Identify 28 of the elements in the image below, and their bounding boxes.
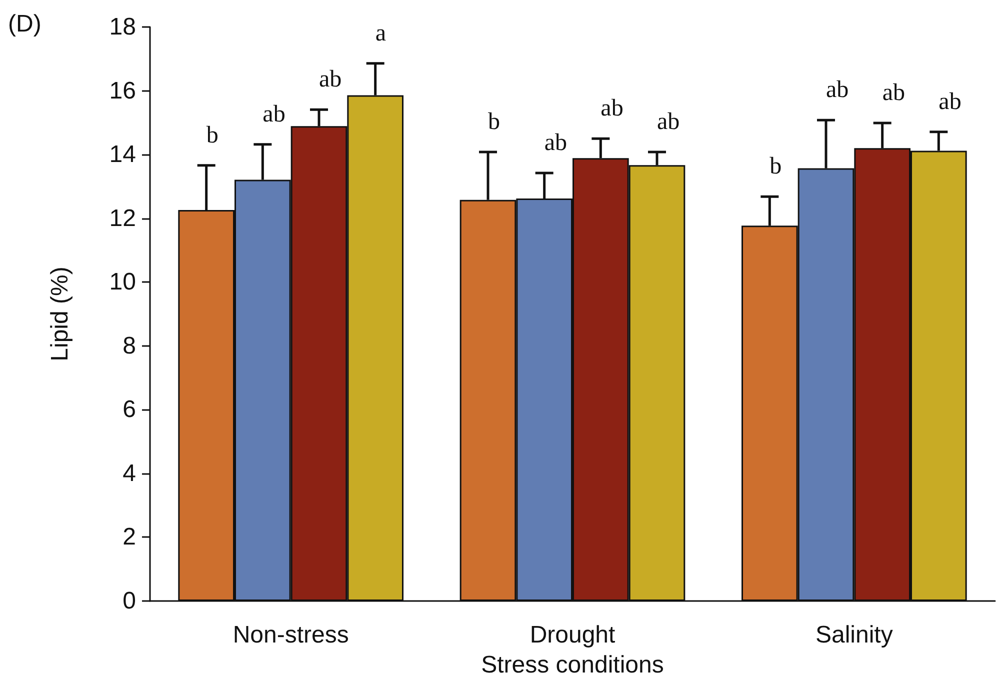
y-tick-label: 2 xyxy=(122,524,136,551)
y-axis-title: Lipid (%) xyxy=(46,266,74,362)
y-tick-label: 18 xyxy=(109,14,136,40)
data-label: ab xyxy=(826,77,849,104)
data-label: b xyxy=(206,122,218,148)
data-label: ab xyxy=(262,101,286,128)
data-label: ab xyxy=(882,80,905,106)
data-label: b xyxy=(770,154,782,180)
y-tick-label: 14 xyxy=(109,141,136,168)
data-label: ab xyxy=(319,66,342,93)
data-label: ab xyxy=(600,96,624,122)
data-label: a xyxy=(375,20,386,46)
y-tick-label: 8 xyxy=(122,332,136,360)
data-label: ab xyxy=(938,88,962,115)
y-tick-label: 16 xyxy=(109,77,136,104)
data-label: ab xyxy=(657,109,680,136)
data-label: b xyxy=(488,109,500,136)
y-tick-label: 12 xyxy=(109,204,136,232)
x-axis-title: Stress conditions xyxy=(481,652,664,678)
y-tick-label: 6 xyxy=(122,396,136,424)
y-tick-label: 10 xyxy=(109,268,136,296)
data-label: ab xyxy=(544,130,567,156)
x-tick-label: Salinity xyxy=(815,622,893,648)
x-tick-label: Drought xyxy=(530,622,616,648)
x-tick-label: Non-stress xyxy=(232,622,349,648)
y-tick-label: 0 xyxy=(122,588,136,614)
text: (D) xyxy=(8,10,42,38)
y-tick-label: 4 xyxy=(122,460,136,487)
